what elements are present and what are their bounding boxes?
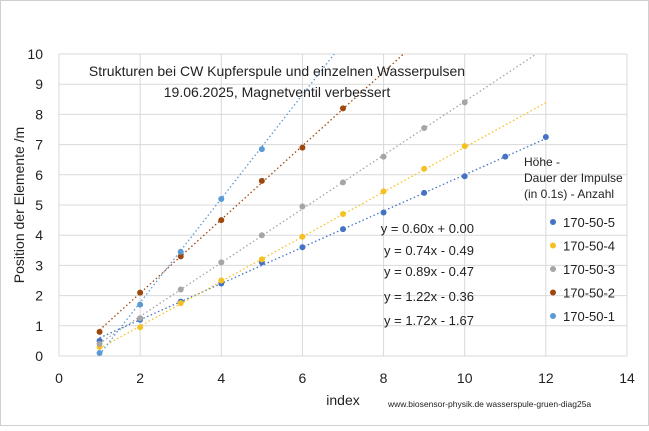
data-point-series-2 <box>380 188 387 195</box>
x-tick-label: 0 <box>55 370 63 386</box>
data-point-series-1 <box>542 134 549 141</box>
trendline-equation: y = 1.22x - 0.36 <box>384 289 474 304</box>
data-point-series-4 <box>299 144 306 151</box>
data-point-series-5 <box>177 248 184 255</box>
data-point-series-3 <box>421 124 428 131</box>
x-tick-labels: 0 2 4 6 8 10 12 14 <box>55 370 635 386</box>
trendline-equations: y = 0.60x + 0.00 y = 0.74x - 0.49 y = 0.89… <box>381 221 474 328</box>
trendline-series-4 <box>99 53 404 331</box>
trendline-equation: y = 1.72x - 1.67 <box>384 313 474 328</box>
legend-marker <box>550 219 556 225</box>
footer-credit: www.biosensor-physik.de wasserspule-grue… <box>387 399 591 409</box>
data-point-series-1 <box>502 153 509 160</box>
data-point-series-3 <box>258 232 265 239</box>
legend-marker <box>550 289 556 296</box>
data-point-series-2 <box>421 165 428 172</box>
data-point-series-2 <box>461 143 468 150</box>
data-point-series-1 <box>461 173 468 180</box>
y-tick-label: 10 <box>27 46 43 62</box>
x-tick-label: 2 <box>136 370 144 386</box>
data-point-series-1 <box>299 244 306 251</box>
y-tick-label: 1 <box>35 318 43 334</box>
legend-entry-label: 170-50-5 <box>563 215 615 230</box>
trendline-equation: y = 0.74x - 0.49 <box>384 243 474 258</box>
x-tick-label: 8 <box>380 370 388 386</box>
y-tick-label: 2 <box>35 288 43 304</box>
data-point-series-2 <box>340 211 346 218</box>
data-point-series-3 <box>177 286 184 293</box>
data-point-series-2 <box>299 233 306 240</box>
x-tick-label: 14 <box>619 370 635 386</box>
x-tick-label: 10 <box>457 370 473 386</box>
y-axis-label: Position der Elemente /m <box>11 127 27 283</box>
data-point-series-3 <box>218 259 225 266</box>
x-tick-label: 4 <box>217 370 225 386</box>
data-point-series-1 <box>421 189 428 196</box>
legend-entry-label: 170-50-2 <box>563 286 615 301</box>
data-point-series-3 <box>137 315 144 322</box>
y-tick-label: 0 <box>35 348 43 364</box>
legend-marker <box>550 313 556 319</box>
y-tick-label: 8 <box>35 106 43 122</box>
data-point-series-2 <box>218 277 225 284</box>
data-point-series-2 <box>177 300 184 307</box>
data-point-series-3 <box>96 340 103 347</box>
data-point-series-3 <box>380 153 387 160</box>
legend: 170-50-5 170-50-4 170-50-3 170-50-2 170-50-1 <box>550 215 615 324</box>
trendline-series-2 <box>99 102 547 350</box>
trendline-equation: y = 0.89x - 0.47 <box>384 264 474 279</box>
data-point-series-5 <box>218 195 225 202</box>
legend-entry-label: 170-50-1 <box>563 309 615 324</box>
y-tick-label: 5 <box>35 197 43 213</box>
data-point-series-5 <box>258 146 265 153</box>
legend-title-line-1: Höhe - <box>524 155 560 169</box>
data-point-series-4 <box>258 177 265 184</box>
trendline-series-1 <box>99 137 547 339</box>
y-tick-labels: 0 1 2 3 4 5 6 7 8 9 10 <box>27 46 43 364</box>
chart-title-line-2: 19.06.2025, Magnetventil verbessert <box>164 84 391 100</box>
x-tick-label: 6 <box>299 370 307 386</box>
y-tick-label: 9 <box>35 76 43 92</box>
data-point-series-5 <box>96 349 103 356</box>
y-tick-label: 6 <box>35 167 43 183</box>
y-tick-label: 7 <box>35 137 43 153</box>
x-axis-label: index <box>326 392 359 408</box>
x-tick-label: 12 <box>538 370 554 386</box>
y-tick-label: 4 <box>35 227 43 243</box>
legend-marker <box>550 266 556 272</box>
legend-entry-label: 170-50-4 <box>563 239 615 254</box>
legend-entry-label: 170-50-3 <box>563 262 615 277</box>
data-point-series-4 <box>96 328 103 335</box>
data-point-series-5 <box>137 301 144 308</box>
data-point-series-2 <box>137 324 144 331</box>
data-point-series-3 <box>461 99 468 106</box>
data-point-series-3 <box>299 203 306 210</box>
legend-title-line-3: (in 0.1s) - Anzahl <box>524 187 614 201</box>
y-tick-label: 3 <box>35 257 43 273</box>
grid-lines <box>58 53 628 357</box>
data-point-series-4 <box>177 253 184 260</box>
data-point-series-4 <box>137 289 144 296</box>
data-points <box>96 99 549 356</box>
trendline-equation: y = 0.60x + 0.00 <box>381 221 474 236</box>
chart-title-line-1: Strukturen bei CW Kupferspule und einzel… <box>89 63 465 79</box>
legend-title-line-2: Dauer der Impulse <box>524 171 623 185</box>
legend-marker <box>550 242 556 249</box>
data-point-series-3 <box>340 179 346 186</box>
data-point-series-1 <box>380 209 387 216</box>
data-point-series-2 <box>258 256 265 263</box>
data-point-series-4 <box>340 105 346 112</box>
data-point-series-4 <box>218 217 225 224</box>
data-point-series-1 <box>340 226 346 233</box>
